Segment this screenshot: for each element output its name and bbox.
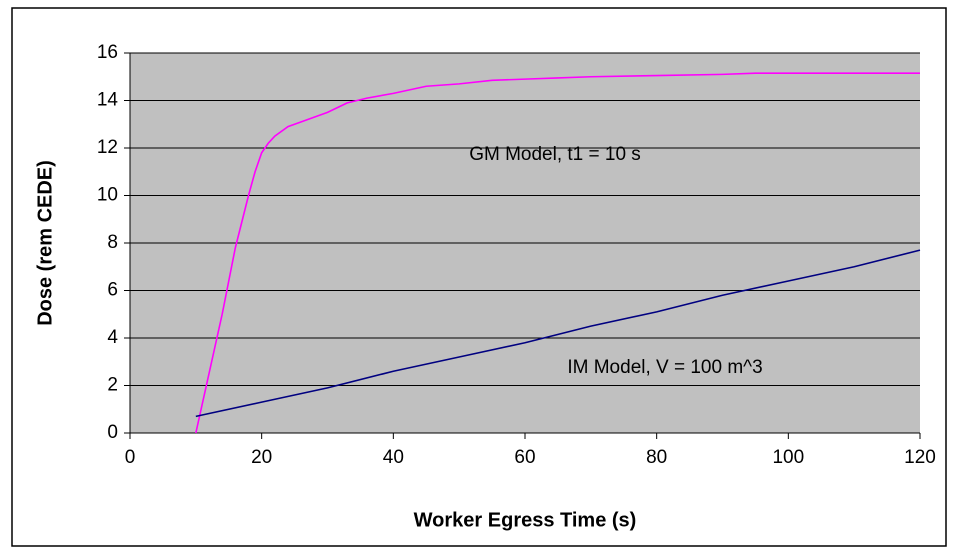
y-tick-label: 6 (107, 280, 118, 301)
x-axis-label: Worker Egress Time (s) (414, 509, 637, 531)
x-tick-label: 0 (125, 447, 136, 468)
y-axis-label: Dose (rem CEDE) (34, 160, 56, 326)
y-tick-label: 0 (107, 422, 118, 443)
x-tick-label: 100 (772, 447, 804, 468)
x-tick-label: 60 (514, 447, 535, 468)
y-tick-label: 12 (97, 137, 118, 158)
series-label: IM Model, V = 100 m^3 (567, 357, 762, 378)
x-tick-label: 120 (904, 447, 936, 468)
y-tick-label: 10 (97, 185, 118, 206)
y-tick-label: 8 (107, 232, 118, 253)
y-tick-label: 14 (97, 90, 119, 111)
x-tick-label: 20 (251, 447, 272, 468)
series-line (195, 72, 920, 434)
series-label: GM Model, t1 = 10 s (469, 144, 641, 165)
x-tick-label: 40 (383, 447, 404, 468)
series-line (195, 249, 921, 418)
x-tick-label: 80 (646, 447, 667, 468)
y-tick-label: 2 (107, 375, 118, 396)
y-tick-label: 4 (107, 327, 118, 348)
y-tick-label: 16 (97, 42, 118, 63)
